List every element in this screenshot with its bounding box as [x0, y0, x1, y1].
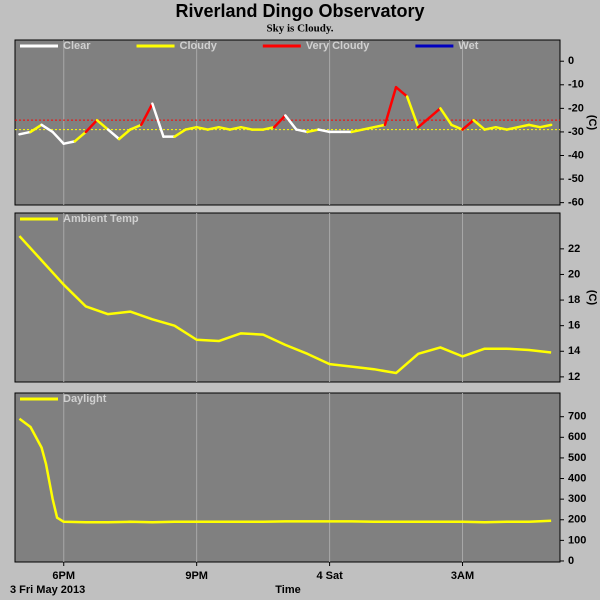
x-tick-label: 6PM	[52, 570, 75, 582]
series-line	[18, 235, 552, 375]
y-tick-label: 12	[568, 371, 580, 383]
x-tick-label: 9PM	[185, 570, 208, 582]
sky-segment	[483, 125, 498, 131]
sky-segment	[95, 118, 110, 131]
legend-label: Clear	[63, 40, 91, 52]
sky-segment	[51, 130, 65, 145]
sky-segment	[405, 95, 420, 129]
sky-segment	[173, 128, 187, 138]
legend-label: Ambient Temp	[63, 213, 139, 225]
sky-segment	[295, 128, 309, 134]
sky-segment	[217, 125, 232, 131]
y-tick-label: 18	[568, 294, 580, 306]
sky-segment	[450, 123, 464, 131]
sky-segment	[394, 85, 409, 98]
chart-title: Riverland Dingo Observatory	[175, 1, 424, 21]
sky-segment	[140, 102, 154, 127]
y-tick-label: 22	[568, 243, 580, 255]
y-tick-label: 200	[568, 514, 586, 526]
sky-segment	[284, 114, 298, 131]
sky-segment	[84, 118, 99, 134]
sky-segment	[228, 125, 243, 131]
sky-segment	[416, 116, 431, 129]
sky-segment	[106, 128, 121, 141]
x-tick-label: 4 Sat	[316, 570, 343, 582]
sky-segment	[494, 125, 509, 131]
sky-segment	[206, 125, 221, 131]
y-tick-label: 400	[568, 472, 586, 484]
sky-segment	[62, 140, 77, 145]
sky-segment	[117, 128, 132, 141]
sky-segment	[128, 123, 143, 131]
plot-area	[14, 212, 561, 383]
x-axis-label: Time	[275, 584, 300, 596]
y-tick-label: 14	[568, 345, 581, 357]
sky-segment	[372, 123, 387, 129]
y-tick-label: 100	[568, 534, 586, 546]
sky-segment	[505, 125, 520, 131]
x-tick-label: 3AM	[451, 570, 474, 582]
y-tick-label: 600	[568, 431, 586, 443]
sky-segment	[472, 118, 486, 131]
y-tick-label: 700	[568, 411, 586, 423]
sky-segment	[527, 123, 542, 129]
y-tick-label: 300	[568, 493, 586, 505]
sky-segment	[18, 130, 32, 136]
sky-segment	[73, 130, 88, 143]
legend-label: Very Cloudy	[306, 40, 370, 52]
sky-segment	[195, 125, 209, 131]
sky-segment	[361, 125, 376, 131]
sky-segment	[439, 107, 453, 127]
legend-label: Wet	[458, 40, 478, 52]
y-axis-label: (C)	[586, 290, 598, 306]
plot-area	[14, 392, 561, 563]
sky-segment	[383, 85, 398, 127]
legend-label: Daylight	[63, 393, 107, 405]
y-tick-label: -20	[568, 102, 584, 114]
y-tick-label: 0	[568, 555, 574, 567]
sky-segment	[261, 125, 276, 131]
sky-segment	[516, 123, 531, 129]
series-line	[18, 417, 552, 524]
sky-segment	[428, 107, 442, 120]
sky-segment	[461, 118, 475, 131]
y-axis-label: (C)	[586, 115, 598, 131]
y-tick-label: -50	[568, 173, 584, 185]
y-tick-label: -40	[568, 149, 584, 161]
sky-segment	[350, 128, 365, 134]
y-tick-label: -10	[568, 79, 584, 91]
chart-subtitle: Sky is Cloudy.	[267, 23, 334, 35]
y-tick-label: 20	[568, 268, 580, 280]
sky-segment	[239, 125, 254, 131]
sky-segment	[272, 114, 287, 129]
y-tick-label: -60	[568, 197, 584, 209]
sky-segment	[184, 125, 198, 131]
y-tick-label: 0	[568, 55, 574, 67]
sky-segment	[29, 123, 43, 134]
legend-label: Cloudy	[180, 40, 218, 52]
sky-segment	[40, 123, 54, 134]
y-tick-label: 16	[568, 320, 580, 332]
sky-segment	[306, 128, 320, 134]
y-tick-label: 500	[568, 452, 586, 464]
sky-segment	[317, 128, 331, 134]
y-tick-label: -30	[568, 126, 584, 138]
sky-segment	[151, 102, 165, 138]
sky-segment	[538, 123, 553, 129]
date-label: 3 Fri May 2013	[10, 584, 85, 596]
